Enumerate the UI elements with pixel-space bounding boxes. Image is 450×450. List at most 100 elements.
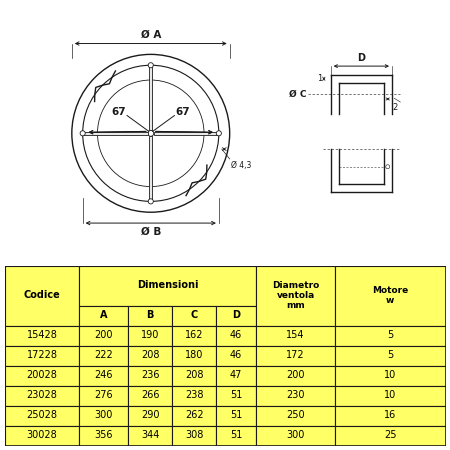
Bar xyxy=(4,386,80,405)
Bar xyxy=(216,386,256,405)
Text: 162: 162 xyxy=(185,330,203,341)
Text: 10: 10 xyxy=(384,391,396,401)
Text: 17228: 17228 xyxy=(27,351,58,360)
Text: 246: 246 xyxy=(94,370,113,381)
Bar xyxy=(172,386,216,405)
Text: 222: 222 xyxy=(94,351,113,360)
Text: 208: 208 xyxy=(141,351,159,360)
Circle shape xyxy=(148,199,153,204)
Text: 25028: 25028 xyxy=(27,410,58,420)
Bar xyxy=(216,306,256,325)
Text: Codice: Codice xyxy=(23,291,60,301)
Text: 154: 154 xyxy=(286,330,305,341)
Text: 51: 51 xyxy=(230,431,242,441)
Text: 172: 172 xyxy=(286,351,305,360)
Text: Ø 4,3: Ø 4,3 xyxy=(231,161,251,170)
Bar xyxy=(335,365,446,386)
Bar xyxy=(256,405,335,426)
Bar xyxy=(256,266,335,325)
Bar xyxy=(80,386,128,405)
Bar xyxy=(4,266,80,325)
Bar xyxy=(335,426,446,446)
Text: 10: 10 xyxy=(384,370,396,381)
Bar xyxy=(256,426,335,446)
Bar xyxy=(128,426,172,446)
Text: 16: 16 xyxy=(384,410,396,420)
Bar xyxy=(335,325,446,346)
Text: B: B xyxy=(146,310,154,320)
Text: 180: 180 xyxy=(185,351,203,360)
Bar xyxy=(172,426,216,446)
Text: 276: 276 xyxy=(94,391,113,401)
Bar xyxy=(80,426,128,446)
Text: 344: 344 xyxy=(141,431,159,441)
Text: 262: 262 xyxy=(185,410,203,420)
Bar xyxy=(80,346,128,365)
Bar xyxy=(80,405,128,426)
Bar xyxy=(4,365,80,386)
Bar xyxy=(335,346,446,365)
Bar xyxy=(128,386,172,405)
Text: Ø A: Ø A xyxy=(140,30,161,40)
Bar xyxy=(335,266,446,325)
Text: Diametro
ventola
mm: Diametro ventola mm xyxy=(272,281,319,310)
Bar xyxy=(256,325,335,346)
Text: 51: 51 xyxy=(230,391,242,401)
Text: 200: 200 xyxy=(94,330,113,341)
Text: 67: 67 xyxy=(112,107,126,117)
Bar xyxy=(172,306,216,325)
Text: Motore
w: Motore w xyxy=(372,286,409,305)
Bar xyxy=(256,365,335,386)
Bar xyxy=(4,346,80,365)
Bar xyxy=(172,346,216,365)
Bar xyxy=(128,405,172,426)
Bar xyxy=(128,306,172,325)
Text: 51: 51 xyxy=(230,410,242,420)
Bar xyxy=(216,405,256,426)
Text: C: C xyxy=(190,310,198,320)
Text: 300: 300 xyxy=(94,410,113,420)
Circle shape xyxy=(80,131,85,136)
Bar xyxy=(256,386,335,405)
Text: 290: 290 xyxy=(141,410,159,420)
Bar xyxy=(83,132,148,135)
Circle shape xyxy=(148,63,153,68)
Text: Ø B: Ø B xyxy=(140,227,161,237)
Text: D: D xyxy=(357,54,365,63)
Bar xyxy=(216,346,256,365)
Text: A: A xyxy=(100,310,108,320)
Text: 67: 67 xyxy=(175,107,189,117)
Bar xyxy=(4,426,80,446)
Text: 46: 46 xyxy=(230,351,242,360)
Text: 47: 47 xyxy=(230,370,242,381)
Bar xyxy=(256,346,335,365)
Text: Dimensioni: Dimensioni xyxy=(137,280,198,291)
Text: 30028: 30028 xyxy=(27,431,57,441)
Bar xyxy=(154,132,219,135)
Text: 238: 238 xyxy=(185,391,203,401)
Text: 5: 5 xyxy=(387,330,393,341)
Text: 5: 5 xyxy=(387,351,393,360)
Bar xyxy=(149,136,153,202)
Bar xyxy=(172,325,216,346)
Bar xyxy=(4,405,80,426)
Text: 356: 356 xyxy=(94,431,113,441)
Bar xyxy=(80,365,128,386)
Circle shape xyxy=(216,131,221,136)
Text: 2: 2 xyxy=(393,103,398,112)
Bar xyxy=(216,426,256,446)
Circle shape xyxy=(148,130,154,136)
Bar xyxy=(216,325,256,346)
Text: 308: 308 xyxy=(185,431,203,441)
Text: D: D xyxy=(232,310,240,320)
Bar xyxy=(80,325,128,346)
Text: 46: 46 xyxy=(230,330,242,341)
Bar xyxy=(80,306,128,325)
Text: 266: 266 xyxy=(141,391,159,401)
Bar xyxy=(335,386,446,405)
Text: Ø C: Ø C xyxy=(289,90,306,99)
Text: 15428: 15428 xyxy=(27,330,58,341)
Bar xyxy=(128,365,172,386)
Bar xyxy=(128,346,172,365)
Bar xyxy=(335,405,446,426)
